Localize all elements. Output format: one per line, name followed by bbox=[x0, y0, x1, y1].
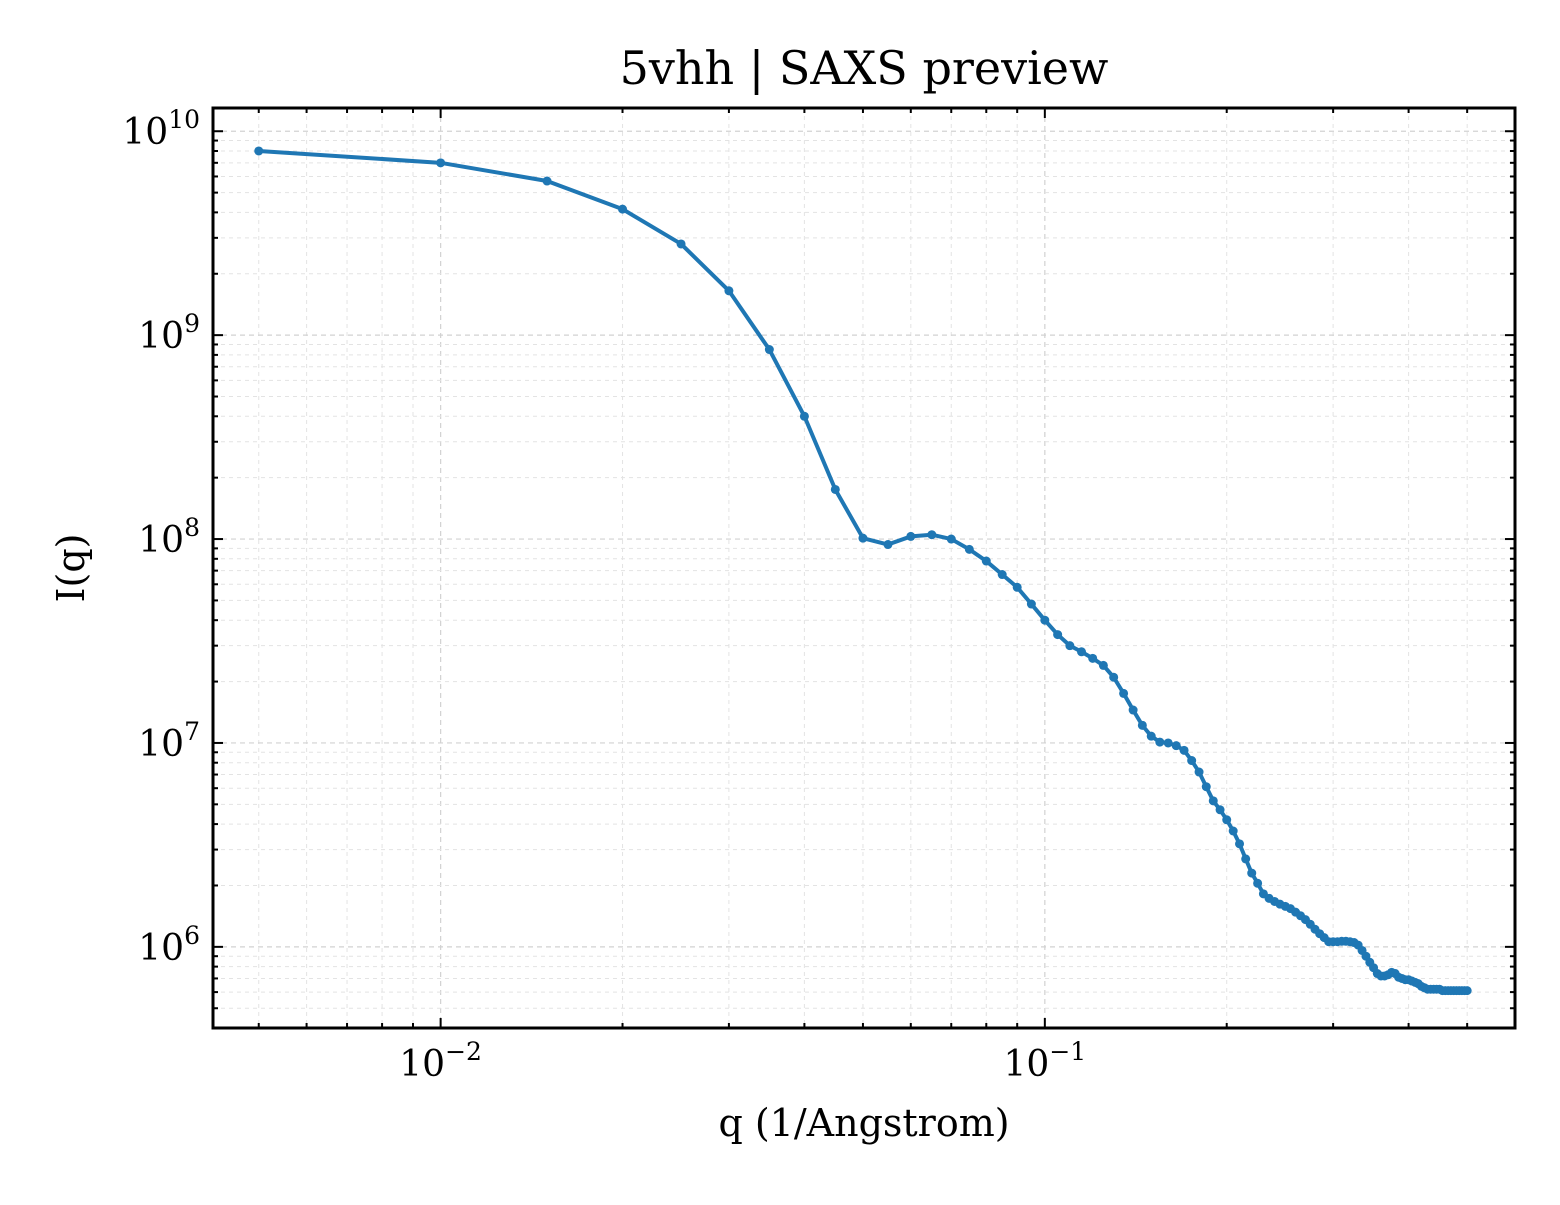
data-point bbox=[1012, 582, 1022, 592]
data-point bbox=[764, 345, 774, 355]
data-point bbox=[946, 534, 956, 544]
data-point bbox=[724, 286, 734, 296]
data-point bbox=[676, 239, 686, 249]
grid bbox=[213, 108, 1515, 1029]
y-tick-label: 106 bbox=[138, 921, 200, 969]
y-tick-label: 1010 bbox=[122, 105, 200, 153]
x-tick-label-exponent: −1 bbox=[1049, 1037, 1086, 1066]
y-tick-label-exponent: 8 bbox=[184, 513, 200, 542]
x-tick-label-base: 10 bbox=[1004, 1044, 1050, 1085]
y-axis-label: I(q) bbox=[49, 534, 93, 603]
data-point bbox=[964, 544, 974, 554]
data-point bbox=[254, 146, 264, 156]
y-tick-label-exponent: 10 bbox=[168, 105, 200, 134]
data-point bbox=[1462, 986, 1472, 996]
axis-ticks bbox=[213, 108, 1515, 1029]
data-point bbox=[1208, 796, 1218, 806]
x-tick-label: 10−1 bbox=[1004, 1037, 1087, 1085]
data-point bbox=[1171, 741, 1181, 751]
data-point bbox=[1119, 688, 1129, 698]
y-tick-label-base: 10 bbox=[138, 724, 184, 765]
data-point bbox=[1155, 737, 1165, 747]
data-point bbox=[618, 204, 628, 214]
x-tick-label: 10−2 bbox=[399, 1037, 482, 1085]
y-tick-label: 109 bbox=[138, 309, 200, 357]
data-point bbox=[1194, 767, 1204, 777]
y-tick-label-exponent: 7 bbox=[184, 717, 200, 746]
data-point bbox=[1026, 599, 1036, 609]
data-point bbox=[830, 484, 840, 494]
data-point bbox=[1146, 731, 1156, 741]
data-point bbox=[883, 540, 893, 550]
data-point bbox=[1109, 672, 1119, 682]
data-point bbox=[1040, 615, 1050, 625]
y-tick-label-base: 10 bbox=[138, 316, 184, 357]
data-point bbox=[542, 176, 552, 186]
data-point bbox=[436, 158, 446, 168]
plot-area bbox=[254, 146, 1472, 996]
y-tick-label: 107 bbox=[138, 717, 200, 765]
y-tick-label-base: 10 bbox=[138, 928, 184, 969]
data-point bbox=[1201, 782, 1211, 792]
data-point bbox=[1053, 630, 1063, 640]
data-point bbox=[1088, 653, 1098, 663]
x-tick-label-exponent: −2 bbox=[445, 1037, 482, 1066]
chart-title: 5vhh | SAXS preview bbox=[620, 41, 1109, 95]
data-point bbox=[1163, 738, 1173, 748]
y-tick-label: 108 bbox=[138, 513, 200, 561]
data-point bbox=[1128, 705, 1138, 715]
y-tick-label-exponent: 9 bbox=[184, 309, 200, 338]
data-point bbox=[1065, 641, 1075, 651]
data-point bbox=[997, 570, 1007, 580]
y-tick-label-exponent: 6 bbox=[184, 921, 200, 950]
data-point bbox=[1241, 854, 1251, 864]
data-point bbox=[858, 533, 868, 543]
data-point bbox=[1077, 647, 1087, 657]
data-point bbox=[1235, 839, 1245, 849]
data-point bbox=[799, 411, 809, 421]
data-point bbox=[981, 556, 991, 566]
data-point bbox=[1215, 805, 1225, 815]
x-axis-label: q (1/Angstrom) bbox=[718, 1101, 1009, 1145]
data-point bbox=[1222, 815, 1232, 825]
data-point bbox=[1137, 720, 1147, 730]
data-point bbox=[927, 530, 937, 540]
data-point bbox=[1253, 878, 1263, 888]
data-point bbox=[1228, 826, 1238, 836]
y-tick-label-base: 10 bbox=[122, 112, 168, 153]
x-tick-label-base: 10 bbox=[399, 1044, 445, 1085]
data-point bbox=[906, 531, 916, 541]
axes-frame bbox=[211, 106, 1517, 1030]
data-point bbox=[1187, 756, 1197, 766]
data-point bbox=[1247, 868, 1257, 878]
data-point bbox=[1179, 745, 1189, 755]
data-point bbox=[1098, 660, 1108, 670]
y-tick-label-base: 10 bbox=[138, 520, 184, 561]
